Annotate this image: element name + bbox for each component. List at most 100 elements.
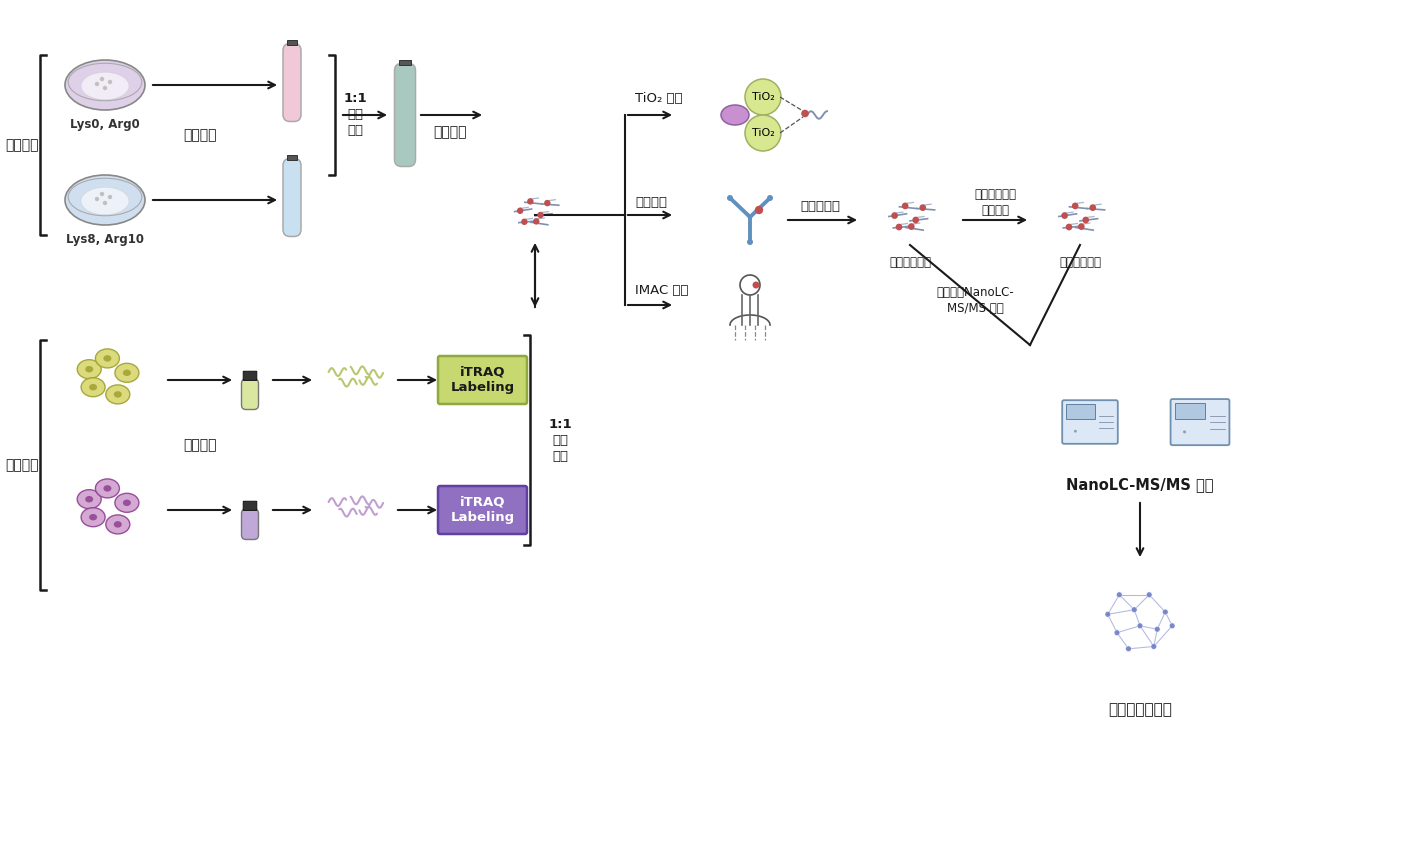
Circle shape — [94, 197, 99, 201]
Circle shape — [100, 192, 104, 196]
FancyBboxPatch shape — [241, 379, 258, 409]
Bar — [288, 40, 298, 45]
Ellipse shape — [85, 496, 93, 502]
FancyBboxPatch shape — [244, 501, 257, 510]
Text: TiO₂: TiO₂ — [752, 92, 774, 102]
Circle shape — [728, 195, 733, 201]
Text: 分步富集单磷
酸化肽段: 分步富集单磷 酸化肽段 — [974, 187, 1017, 217]
Circle shape — [1131, 607, 1136, 612]
Circle shape — [103, 200, 107, 206]
FancyBboxPatch shape — [1062, 400, 1118, 444]
Text: 蛋白提取: 蛋白提取 — [183, 438, 217, 452]
FancyBboxPatch shape — [244, 372, 257, 380]
Ellipse shape — [103, 355, 111, 362]
Circle shape — [1162, 609, 1167, 615]
Text: 细胞样品: 细胞样品 — [6, 138, 38, 152]
Circle shape — [1074, 430, 1077, 433]
Circle shape — [533, 218, 540, 224]
Circle shape — [1117, 592, 1122, 598]
Ellipse shape — [82, 378, 106, 396]
Ellipse shape — [82, 507, 106, 526]
Circle shape — [100, 77, 104, 81]
FancyBboxPatch shape — [395, 64, 416, 167]
Circle shape — [1146, 592, 1152, 598]
Ellipse shape — [78, 359, 102, 378]
Circle shape — [527, 198, 533, 205]
Circle shape — [767, 195, 773, 201]
Circle shape — [107, 195, 113, 200]
Ellipse shape — [114, 363, 140, 383]
Circle shape — [919, 205, 926, 211]
Circle shape — [94, 82, 99, 86]
Bar — [288, 155, 298, 160]
Ellipse shape — [123, 500, 131, 506]
Circle shape — [1125, 646, 1131, 652]
Circle shape — [1066, 224, 1073, 230]
Ellipse shape — [103, 485, 111, 492]
Circle shape — [1169, 623, 1175, 629]
Circle shape — [1136, 623, 1144, 629]
Circle shape — [908, 224, 915, 230]
Circle shape — [895, 224, 902, 230]
Text: 多磷酸化肽段: 多磷酸化肽段 — [888, 255, 931, 268]
Circle shape — [1105, 611, 1111, 617]
Text: Lys0, Arg0: Lys0, Arg0 — [70, 118, 140, 131]
Ellipse shape — [85, 366, 93, 372]
Circle shape — [1079, 224, 1084, 230]
Circle shape — [1090, 205, 1096, 211]
Text: iTRAQ
Labeling: iTRAQ Labeling — [450, 366, 515, 395]
Circle shape — [1114, 630, 1120, 636]
Circle shape — [747, 239, 753, 245]
Text: IMAC 富集: IMAC 富集 — [634, 284, 688, 297]
Circle shape — [517, 207, 523, 214]
FancyBboxPatch shape — [439, 486, 527, 534]
Ellipse shape — [89, 514, 97, 520]
Circle shape — [801, 110, 809, 117]
Circle shape — [744, 79, 781, 115]
Bar — [1175, 403, 1206, 419]
FancyBboxPatch shape — [283, 158, 300, 237]
Circle shape — [1151, 643, 1156, 649]
FancyBboxPatch shape — [241, 509, 258, 539]
Ellipse shape — [114, 521, 121, 528]
Ellipse shape — [106, 515, 130, 534]
Ellipse shape — [78, 489, 102, 509]
Text: 生物信息学分析: 生物信息学分析 — [1108, 703, 1172, 717]
Circle shape — [103, 86, 107, 90]
Ellipse shape — [96, 479, 120, 498]
Text: iTRAQ
Labeling: iTRAQ Labeling — [450, 495, 515, 525]
Ellipse shape — [114, 494, 140, 513]
Ellipse shape — [106, 385, 130, 404]
Ellipse shape — [80, 187, 128, 215]
Circle shape — [1183, 430, 1186, 433]
Ellipse shape — [89, 384, 97, 390]
Bar — [399, 59, 410, 65]
Circle shape — [1155, 626, 1160, 632]
Bar — [1066, 404, 1096, 419]
Ellipse shape — [721, 105, 749, 125]
Text: TiO₂ 富集: TiO₂ 富集 — [634, 91, 682, 105]
Text: 蛋白酶切: 蛋白酶切 — [433, 125, 467, 139]
Circle shape — [1062, 212, 1067, 219]
Circle shape — [902, 203, 908, 209]
Text: 1:1
混合
样品: 1:1 混合 样品 — [548, 417, 572, 463]
Ellipse shape — [65, 60, 145, 110]
Text: 单磷酸化肽段: 单磷酸化肽段 — [1059, 255, 1101, 268]
Ellipse shape — [114, 391, 121, 397]
Text: TiO₂: TiO₂ — [752, 128, 774, 138]
Text: NanoLC-MS/MS 分析: NanoLC-MS/MS 分析 — [1066, 477, 1214, 493]
Text: 富集、洗脱: 富集、洗脱 — [799, 200, 840, 213]
Circle shape — [753, 281, 760, 288]
Circle shape — [754, 206, 763, 214]
Circle shape — [1072, 203, 1079, 209]
Text: Lys8, Arg10: Lys8, Arg10 — [66, 233, 144, 246]
Ellipse shape — [123, 370, 131, 376]
Circle shape — [107, 80, 113, 84]
Text: 分步进行NanoLC-
MS/MS 分析: 分步进行NanoLC- MS/MS 分析 — [936, 286, 1014, 315]
FancyBboxPatch shape — [244, 394, 257, 408]
Ellipse shape — [96, 349, 120, 368]
Circle shape — [1083, 217, 1089, 224]
Text: 1:1
混合
样品: 1:1 混合 样品 — [343, 93, 367, 138]
Circle shape — [537, 212, 544, 218]
FancyBboxPatch shape — [1170, 399, 1230, 445]
